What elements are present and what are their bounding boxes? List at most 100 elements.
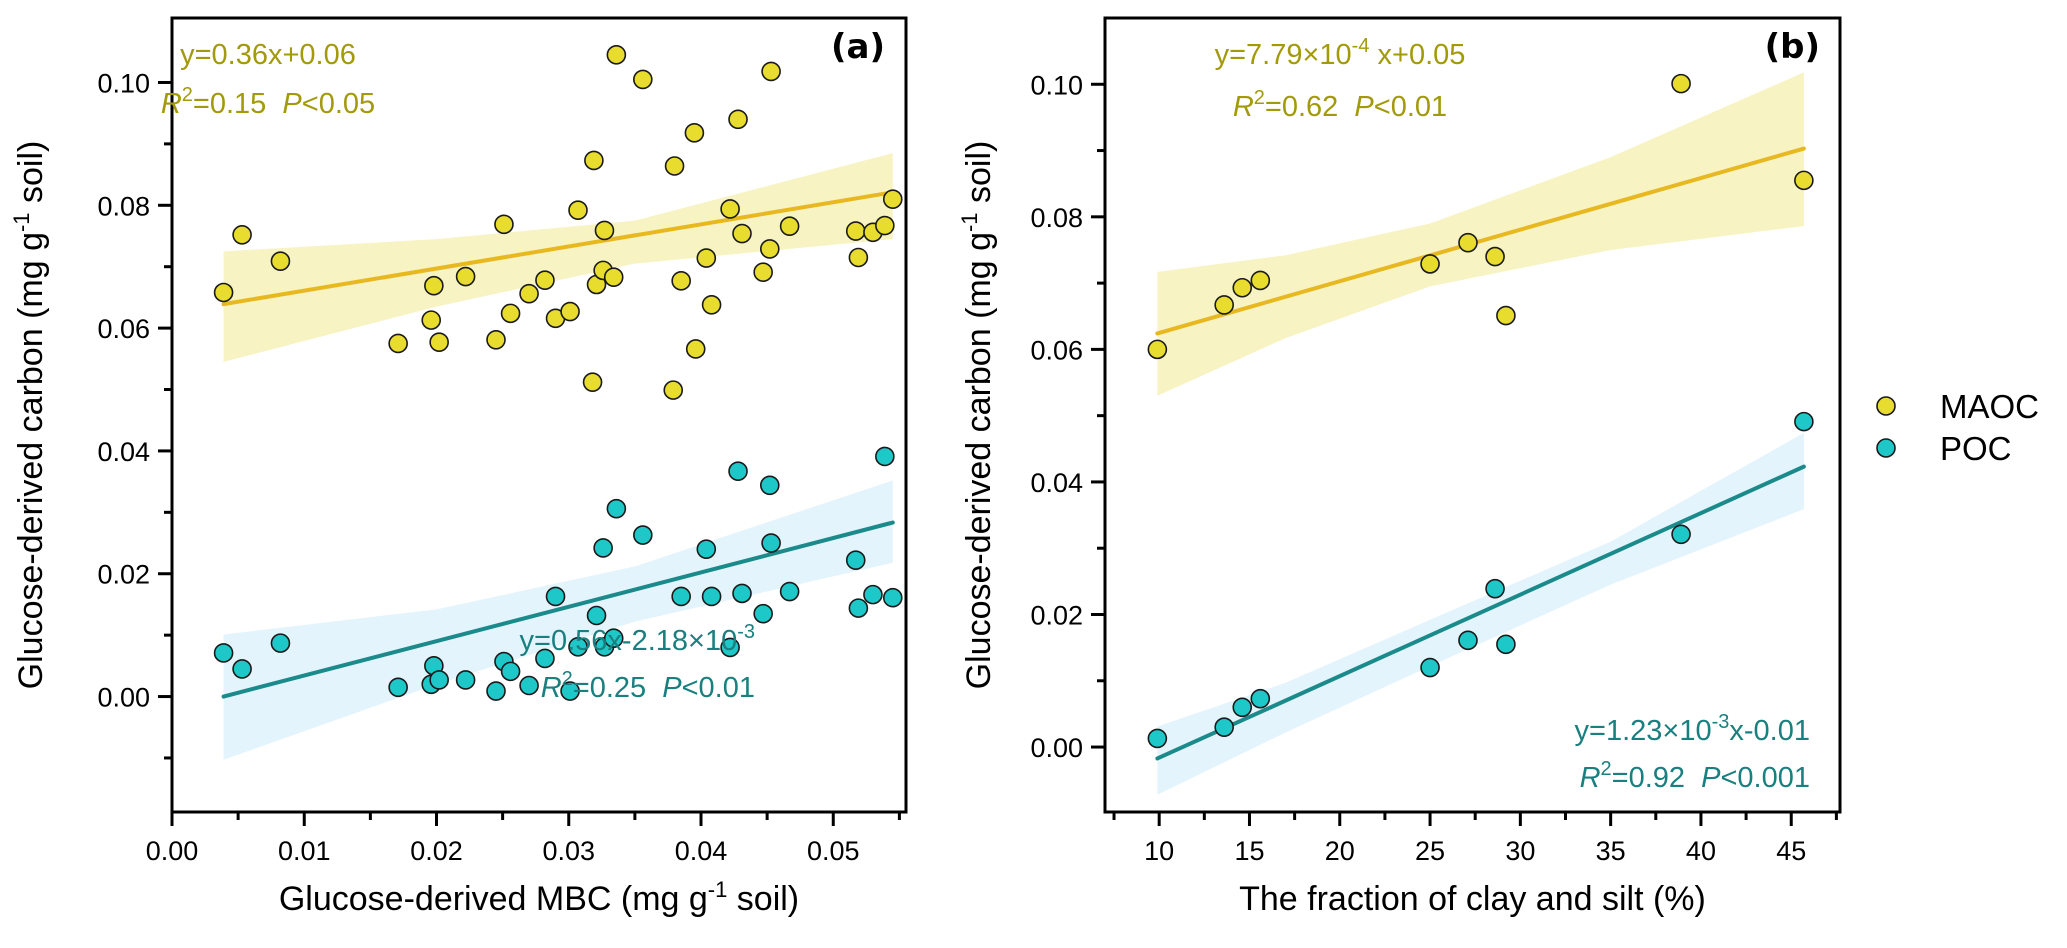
regression-stats-maoc: R2=0.62 P<0.01 bbox=[1233, 87, 1447, 123]
data-point-poc bbox=[863, 584, 883, 605]
x-axis-title-tail: soil) bbox=[727, 880, 799, 918]
y-tick-label: 0.00 bbox=[1030, 733, 1083, 763]
data-point-poc bbox=[848, 598, 869, 618]
x-axis-title-sup: -1 bbox=[708, 877, 728, 902]
data-point-maoc bbox=[594, 220, 615, 241]
data-point-maoc bbox=[582, 372, 603, 392]
data-point-poc bbox=[753, 603, 773, 624]
data-point-poc bbox=[671, 586, 691, 607]
equation-tail: x-0.01 bbox=[1729, 715, 1810, 747]
r2-value: =0.25 bbox=[573, 672, 663, 704]
legend-label-maoc: MAOC bbox=[1940, 388, 2039, 425]
x-tick-label: 25 bbox=[1415, 836, 1445, 866]
data-point-maoc bbox=[684, 123, 705, 143]
r2-value: =0.92 bbox=[1612, 762, 1702, 794]
data-point-poc bbox=[560, 681, 580, 701]
x-tick-label: 0.01 bbox=[278, 836, 331, 866]
data-point-maoc bbox=[560, 301, 580, 322]
data-point-poc bbox=[1250, 688, 1271, 709]
data-point-poc bbox=[270, 633, 291, 653]
data-point-poc bbox=[213, 643, 234, 663]
data-point-poc bbox=[606, 498, 627, 519]
confidence-band-maoc bbox=[223, 153, 893, 362]
x-tick-label: 0.04 bbox=[675, 836, 728, 866]
fit-line-maoc bbox=[1155, 146, 1806, 336]
fit-line-poc bbox=[1155, 464, 1806, 761]
regression-equation-maoc: y=7.79×10-4 x+0.05 bbox=[1215, 35, 1466, 71]
y-tick-label: 0.02 bbox=[97, 560, 150, 590]
data-point-poc bbox=[603, 628, 624, 649]
data-point-maoc bbox=[732, 223, 752, 244]
data-point-maoc bbox=[633, 69, 653, 90]
fit-line-maoc bbox=[221, 190, 895, 307]
data-point-poc bbox=[1496, 634, 1516, 655]
p-value: <0.001 bbox=[1720, 762, 1810, 794]
data-point-poc bbox=[1420, 657, 1440, 678]
data-point-maoc bbox=[701, 294, 722, 315]
x-tick-label: 0.03 bbox=[542, 836, 595, 866]
data-point-maoc bbox=[606, 45, 627, 65]
equation-main: y=1.23×10 bbox=[1575, 715, 1712, 747]
legend: MAOC POC bbox=[1876, 388, 2039, 467]
data-point-maoc bbox=[720, 199, 740, 219]
data-point-poc bbox=[232, 659, 252, 679]
data-point-poc bbox=[1232, 697, 1253, 718]
r2-symbol: R bbox=[1233, 91, 1254, 123]
y-axis-title-tail: soil) bbox=[960, 141, 998, 213]
data-point-poc bbox=[732, 583, 752, 604]
y-tick-label: 0.04 bbox=[97, 437, 150, 467]
data-point-maoc bbox=[584, 150, 604, 171]
data-point-poc bbox=[1794, 411, 1814, 432]
r2-symbol: R bbox=[541, 672, 562, 704]
x-tick-label: 40 bbox=[1686, 836, 1716, 866]
r2-superscript: 2 bbox=[182, 84, 193, 106]
y-axis-title: Glucose-derived carbon (mg g-1 soil) bbox=[9, 141, 50, 690]
r2-superscript: 2 bbox=[1254, 87, 1265, 109]
data-point-maoc bbox=[429, 332, 449, 353]
regression-stats-maoc: R2=0.15 P<0.05 bbox=[161, 84, 375, 120]
x-tick-label: 10 bbox=[1144, 836, 1174, 866]
y-tick-label: 0.04 bbox=[1030, 468, 1083, 498]
regression-equation-poc: y=1.23×10-3x-0.01 bbox=[1575, 711, 1810, 747]
data-point-maoc bbox=[1250, 270, 1271, 291]
y-tick-label: 0.06 bbox=[1030, 335, 1083, 365]
data-point-maoc bbox=[213, 282, 234, 303]
data-point-maoc bbox=[1147, 339, 1168, 360]
data-point-maoc bbox=[500, 303, 521, 324]
plot-frame bbox=[170, 16, 908, 814]
data-point-maoc bbox=[845, 221, 866, 241]
data-point-maoc bbox=[1794, 170, 1814, 191]
x-tick-label: 15 bbox=[1234, 836, 1264, 866]
confidence-band-poc bbox=[223, 480, 893, 760]
equation-main: y=0.56x-2.18×10 bbox=[520, 625, 738, 657]
panel-a: 0.00 0.01 0.02 0.03 0.04 0.05 0.00 0.02 0.04 0.06… bbox=[9, 16, 908, 918]
data-point-poc bbox=[633, 525, 653, 545]
data-point-maoc bbox=[664, 156, 685, 176]
data-point-poc bbox=[1485, 578, 1505, 599]
data-point-poc bbox=[519, 675, 539, 696]
data-point-maoc bbox=[535, 270, 555, 291]
x-tick-label: 35 bbox=[1596, 836, 1626, 866]
y-axis-title-sup: -1 bbox=[9, 212, 34, 232]
legend-marker-poc bbox=[1876, 438, 1896, 458]
data-point-maoc bbox=[848, 247, 869, 268]
legend-label-poc: POC bbox=[1940, 430, 2012, 467]
r2-value: =0.15 bbox=[193, 88, 283, 120]
equation-exponent: -4 bbox=[1352, 35, 1370, 57]
data-point-poc bbox=[429, 670, 449, 690]
p-symbol: P bbox=[1354, 91, 1374, 123]
x-tick-label: 0.02 bbox=[410, 836, 463, 866]
data-point-maoc bbox=[1214, 295, 1234, 315]
data-point-maoc bbox=[270, 251, 291, 271]
y-axis-title-main: Glucose-derived carbon (mg g bbox=[960, 232, 998, 689]
p-symbol: P bbox=[1701, 762, 1721, 794]
equation-main: y=0.36x+0.06 bbox=[180, 39, 356, 71]
y-tick-label: 0.10 bbox=[97, 68, 150, 98]
equation-exponent: -3 bbox=[1712, 711, 1730, 733]
data-point-maoc bbox=[232, 224, 252, 245]
fit-line-poc bbox=[221, 520, 895, 699]
data-point-poc bbox=[455, 670, 476, 690]
regression-stats-poc: R2=0.25 P<0.01 bbox=[541, 668, 755, 704]
data-point-maoc bbox=[603, 267, 624, 287]
